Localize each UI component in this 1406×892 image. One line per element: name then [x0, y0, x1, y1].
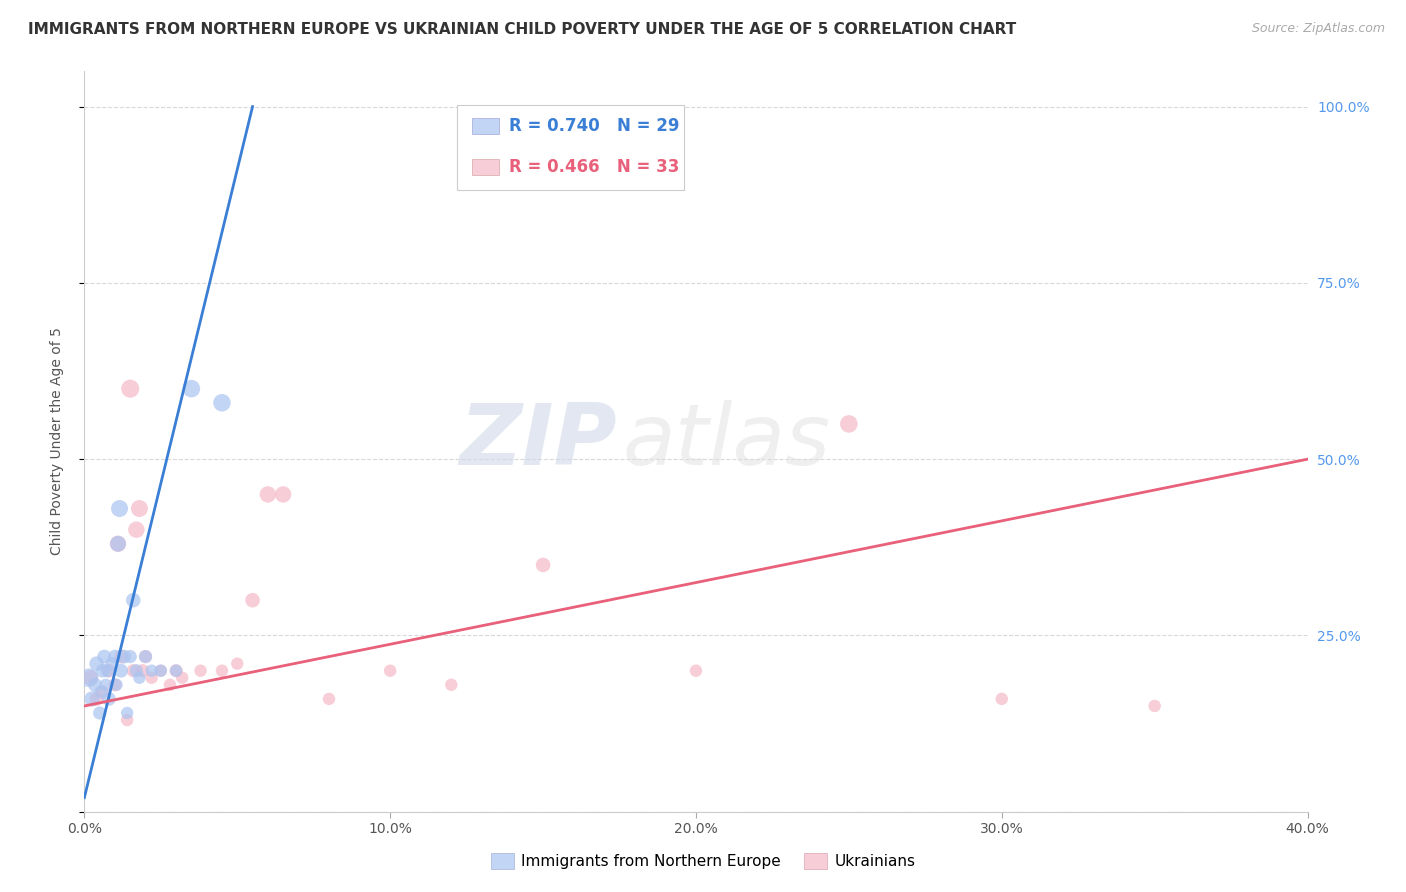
Point: [107, 537, 129, 551]
Point: [101, 657, 124, 671]
Point: [211, 664, 233, 678]
Text: R = 0.740   N = 29: R = 0.740 N = 29: [509, 117, 679, 136]
Y-axis label: Child Poverty Under the Age of 5: Child Poverty Under the Age of 5: [49, 327, 63, 556]
Point: [128, 501, 150, 516]
Point: [991, 692, 1014, 706]
Point: [122, 593, 145, 607]
Point: [211, 396, 233, 410]
Point: [125, 523, 148, 537]
Point: [77, 671, 100, 685]
FancyBboxPatch shape: [472, 159, 499, 175]
Point: [135, 649, 157, 664]
Point: [93, 649, 115, 664]
Point: [104, 649, 127, 664]
Point: [172, 671, 194, 685]
Point: [80, 692, 103, 706]
Point: [685, 664, 707, 678]
Point: [115, 706, 138, 720]
Point: [107, 537, 129, 551]
Text: Source: ZipAtlas.com: Source: ZipAtlas.com: [1251, 22, 1385, 36]
Point: [79, 671, 101, 685]
Point: [120, 382, 142, 396]
Text: atlas: atlas: [623, 400, 831, 483]
FancyBboxPatch shape: [472, 118, 499, 135]
Point: [226, 657, 249, 671]
Point: [104, 678, 127, 692]
Point: [97, 664, 120, 678]
Point: [108, 501, 131, 516]
Point: [159, 678, 181, 692]
Point: [380, 664, 402, 678]
Point: [110, 649, 132, 664]
Point: [149, 664, 172, 678]
Point: [131, 664, 153, 678]
Point: [115, 713, 138, 727]
Point: [110, 664, 132, 678]
Text: ZIP: ZIP: [458, 400, 616, 483]
Point: [838, 417, 860, 431]
Point: [89, 706, 111, 720]
Point: [90, 685, 112, 699]
Point: [86, 657, 108, 671]
Point: [149, 664, 172, 678]
Point: [318, 692, 340, 706]
Point: [271, 487, 294, 501]
Point: [242, 593, 264, 607]
Point: [96, 664, 118, 678]
Point: [84, 678, 107, 692]
Point: [97, 692, 120, 706]
Point: [122, 664, 145, 678]
Point: [86, 692, 108, 706]
Point: [112, 649, 135, 664]
Point: [91, 664, 114, 678]
Point: [105, 678, 128, 692]
Point: [531, 558, 554, 572]
Point: [91, 685, 114, 699]
Text: R = 0.466   N = 33: R = 0.466 N = 33: [509, 158, 679, 176]
Text: IMMIGRANTS FROM NORTHERN EUROPE VS UKRAINIAN CHILD POVERTY UNDER THE AGE OF 5 CO: IMMIGRANTS FROM NORTHERN EUROPE VS UKRAI…: [28, 22, 1017, 37]
Point: [165, 664, 187, 678]
Point: [128, 671, 150, 685]
Point: [141, 664, 163, 678]
Point: [141, 671, 163, 685]
Point: [94, 678, 117, 692]
Point: [120, 649, 142, 664]
Point: [125, 664, 148, 678]
Point: [257, 487, 280, 501]
Point: [135, 649, 157, 664]
FancyBboxPatch shape: [457, 104, 683, 190]
Point: [1143, 698, 1166, 713]
Point: [180, 382, 202, 396]
Point: [190, 664, 212, 678]
Point: [440, 678, 463, 692]
Legend: Immigrants from Northern Europe, Ukrainians: Immigrants from Northern Europe, Ukraini…: [485, 847, 921, 875]
Point: [165, 664, 187, 678]
